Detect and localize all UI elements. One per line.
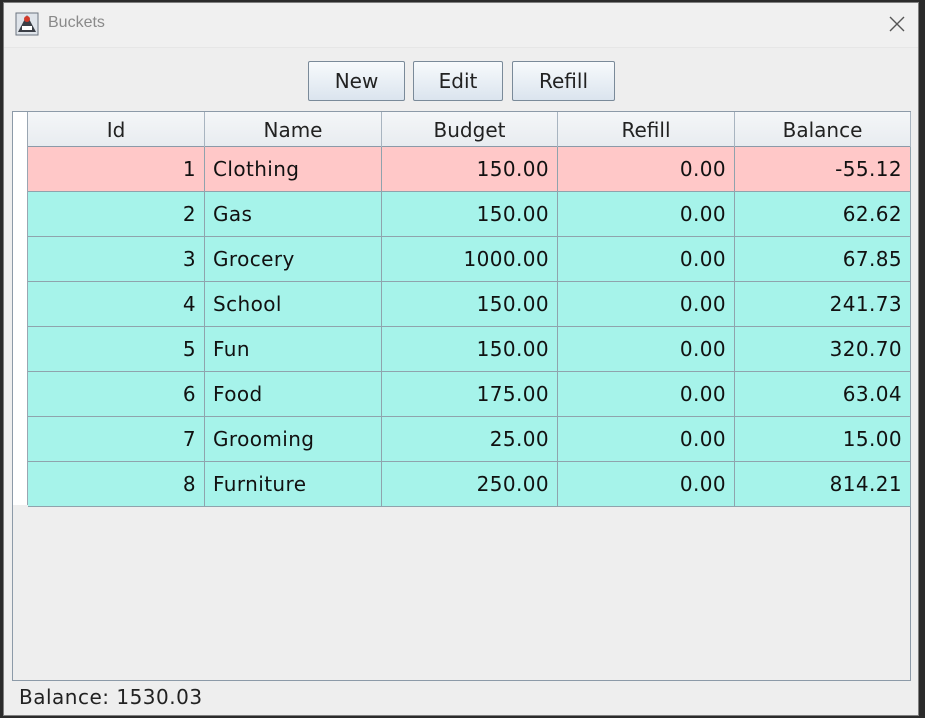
cell-balance[interactable]: 63.04 — [735, 372, 911, 417]
buckets-window: Buckets New Edit Refill Id Name Budget R… — [3, 2, 919, 716]
cell-budget[interactable]: 150.00 — [382, 147, 558, 192]
cell-budget[interactable]: 1000.00 — [382, 237, 558, 282]
column-header-refill[interactable]: Refill — [558, 112, 735, 147]
cell-name[interactable]: Grooming — [205, 417, 382, 462]
cell-name[interactable]: Furniture — [205, 462, 382, 507]
cell-budget[interactable]: 150.00 — [382, 282, 558, 327]
refill-button[interactable]: Refill — [512, 61, 615, 101]
cell-balance[interactable]: 241.73 — [735, 282, 911, 327]
table-row[interactable]: 1 Clothing 150.00 0.00 -55.12 — [28, 147, 911, 192]
cell-name[interactable]: Fun — [205, 327, 382, 372]
table-row[interactable]: 6 Food 175.00 0.00 63.04 — [28, 372, 911, 417]
title-bar: Buckets — [4, 3, 918, 48]
edit-button[interactable]: Edit — [413, 61, 503, 101]
cell-refill[interactable]: 0.00 — [558, 237, 735, 282]
column-header-id[interactable]: Id — [28, 112, 205, 147]
column-header-name[interactable]: Name — [205, 112, 382, 147]
cell-refill[interactable]: 0.00 — [558, 462, 735, 507]
cell-refill[interactable]: 0.00 — [558, 372, 735, 417]
table-row[interactable]: 4 School 150.00 0.00 241.73 — [28, 282, 911, 327]
cell-id[interactable]: 1 — [28, 147, 205, 192]
cell-id[interactable]: 5 — [28, 327, 205, 372]
table-row[interactable]: 3 Grocery 1000.00 0.00 67.85 — [28, 237, 911, 282]
new-button[interactable]: New — [308, 61, 405, 101]
cell-refill[interactable]: 0.00 — [558, 147, 735, 192]
close-icon[interactable] — [886, 13, 908, 35]
cell-id[interactable]: 6 — [28, 372, 205, 417]
row-header-strip — [13, 112, 28, 505]
buckets-table: Id Name Budget Refill Balance 1 Clothing 1… — [12, 111, 911, 681]
cell-refill[interactable]: 0.00 — [558, 282, 735, 327]
cell-budget[interactable]: 250.00 — [382, 462, 558, 507]
total-balance-label: Balance: 1530.03 — [19, 685, 203, 709]
window-title: Buckets — [48, 14, 105, 31]
cell-name[interactable]: Gas — [205, 192, 382, 237]
cell-balance[interactable]: 62.62 — [735, 192, 911, 237]
cell-budget[interactable]: 25.00 — [382, 417, 558, 462]
table-row[interactable]: 5 Fun 150.00 0.00 320.70 — [28, 327, 911, 372]
cell-id[interactable]: 4 — [28, 282, 205, 327]
cell-balance[interactable]: 15.00 — [735, 417, 911, 462]
cell-refill[interactable]: 0.00 — [558, 192, 735, 237]
cell-id[interactable]: 2 — [28, 192, 205, 237]
cell-balance[interactable]: 67.85 — [735, 237, 911, 282]
column-header-budget[interactable]: Budget — [382, 112, 558, 147]
app-icon — [15, 12, 39, 36]
table-row[interactable]: 2 Gas 150.00 0.00 62.62 — [28, 192, 911, 237]
cell-balance[interactable]: 814.21 — [735, 462, 911, 507]
cell-name[interactable]: Food — [205, 372, 382, 417]
cell-refill[interactable]: 0.00 — [558, 417, 735, 462]
cell-name[interactable]: Clothing — [205, 147, 382, 192]
cell-budget[interactable]: 150.00 — [382, 327, 558, 372]
column-header-balance[interactable]: Balance — [735, 112, 911, 147]
cell-id[interactable]: 8 — [28, 462, 205, 507]
cell-balance[interactable]: -55.12 — [735, 147, 911, 192]
cell-refill[interactable]: 0.00 — [558, 327, 735, 372]
table-row[interactable]: 8 Furniture 250.00 0.00 814.21 — [28, 462, 911, 507]
cell-balance[interactable]: 320.70 — [735, 327, 911, 372]
table-header: Id Name Budget Refill Balance — [28, 112, 911, 147]
cell-budget[interactable]: 175.00 — [382, 372, 558, 417]
cell-name[interactable]: Grocery — [205, 237, 382, 282]
table-row[interactable]: 7 Grooming 25.00 0.00 15.00 — [28, 417, 911, 462]
cell-id[interactable]: 3 — [28, 237, 205, 282]
cell-id[interactable]: 7 — [28, 417, 205, 462]
cell-budget[interactable]: 150.00 — [382, 192, 558, 237]
cell-name[interactable]: School — [205, 282, 382, 327]
